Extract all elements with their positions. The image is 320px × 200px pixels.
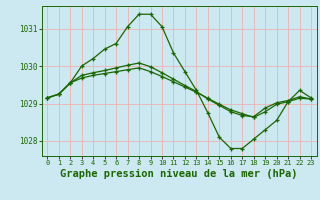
X-axis label: Graphe pression niveau de la mer (hPa): Graphe pression niveau de la mer (hPa) bbox=[60, 169, 298, 179]
